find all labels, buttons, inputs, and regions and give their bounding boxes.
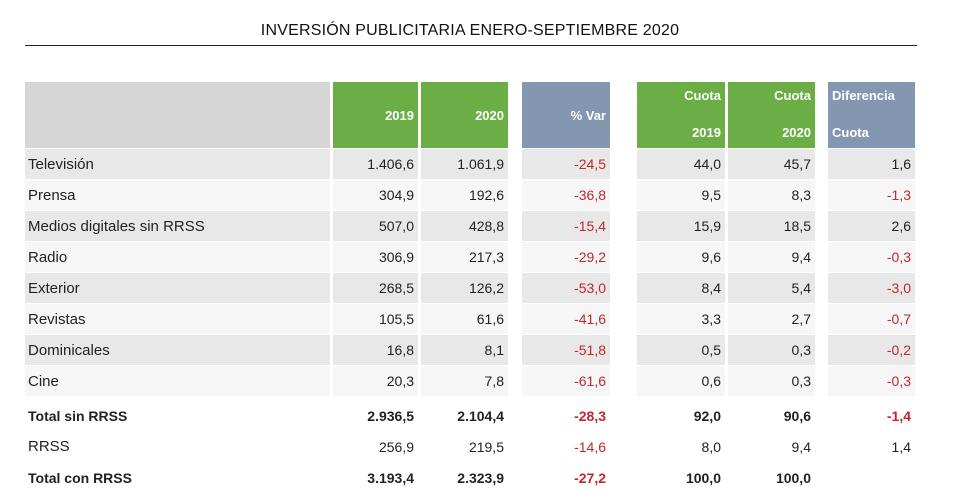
cell-c2019: 15,9 — [637, 211, 725, 241]
cell-var: -53,0 — [522, 273, 610, 303]
header-cuota-2019-line1: Cuota — [684, 88, 721, 103]
cell-c2020: 45,7 — [728, 149, 815, 179]
header-diferencia: Diferencia Cuota — [828, 82, 915, 148]
cell-v2019: 1.406,6 — [333, 149, 418, 179]
cell-v2020: 7,8 — [421, 366, 508, 396]
cell-dif: 2,6 — [828, 211, 915, 241]
cell-v2019: 256,9 — [378, 438, 414, 455]
cell-dif: -0,2 — [828, 335, 915, 365]
cell-var: -61,6 — [522, 366, 610, 396]
cell-c2019: 9,6 — [637, 242, 725, 272]
cell-dif: -1,3 — [828, 180, 915, 210]
cell-c2019: 9,5 — [637, 180, 725, 210]
header-cuota-2020-line1: Cuota — [774, 88, 811, 103]
cell-var: -15,4 — [522, 211, 610, 241]
cell-v2019: 105,5 — [333, 304, 418, 334]
row-label: RRSS — [28, 438, 70, 455]
cell-dif: -3,0 — [828, 273, 915, 303]
header-diferencia-line2: Cuota — [832, 125, 869, 140]
cell-v2020: 192,6 — [421, 180, 508, 210]
cell-v2019: 2.936,5 — [367, 407, 414, 424]
cell-v2020: 8,1 — [421, 335, 508, 365]
cell-c2019: 8,4 — [637, 273, 725, 303]
cell-v2019: 3.193,4 — [367, 469, 414, 486]
row-label: Exterior — [25, 273, 330, 303]
cell-c2019: 0,6 — [637, 366, 725, 396]
cell-dif: -0,7 — [828, 304, 915, 334]
cell-v2019: 507,0 — [333, 211, 418, 241]
cell-var: -41,6 — [522, 304, 610, 334]
cell-var: -51,8 — [522, 335, 610, 365]
cell-var: -36,8 — [522, 180, 610, 210]
row-label: Dominicales — [25, 335, 330, 365]
cell-c2020: 0,3 — [728, 366, 815, 396]
cell-var: -29,2 — [522, 242, 610, 272]
cell-c2020: 8,3 — [728, 180, 815, 210]
row-label: Cine — [25, 366, 330, 396]
header-cuota-2020-line2: 2020 — [782, 125, 811, 140]
row-label: Televisión — [25, 149, 330, 179]
cell-var: -14,6 — [574, 438, 606, 455]
header-cuota-2019: Cuota 2019 — [637, 82, 725, 148]
cell-c2020: 2,7 — [728, 304, 815, 334]
row-label: Radio — [25, 242, 330, 272]
header-label-cell — [25, 82, 330, 148]
cell-v2020: 61,6 — [421, 304, 508, 334]
title-divider — [25, 45, 917, 46]
cell-c2020: 5,4 — [728, 273, 815, 303]
cell-v2020: 219,5 — [468, 438, 504, 455]
row-label: Medios digitales sin RRSS — [25, 211, 330, 241]
cell-c2020: 18,5 — [728, 211, 815, 241]
row-label: Prensa — [25, 180, 330, 210]
cell-c2019: 100,0 — [685, 469, 721, 486]
cell-c2019: 8,0 — [701, 438, 721, 455]
cell-v2020: 1.061,9 — [421, 149, 508, 179]
header-cuota-2020: Cuota 2020 — [728, 82, 815, 148]
cell-v2019: 20,3 — [333, 366, 418, 396]
cell-c2020: 90,6 — [783, 407, 811, 424]
row-label: Total con RRSS — [28, 469, 132, 486]
cell-c2020: 9,4 — [791, 438, 811, 455]
cell-v2019: 16,8 — [333, 335, 418, 365]
cell-c2019: 44,0 — [637, 149, 725, 179]
cell-v2020: 126,2 — [421, 273, 508, 303]
cell-c2020: 100,0 — [775, 469, 811, 486]
header-2019: 2019 — [333, 82, 418, 148]
cell-v2020: 2.323,9 — [457, 469, 504, 486]
row-label: Revistas — [25, 304, 330, 334]
cell-dif: -0,3 — [828, 366, 915, 396]
cell-v2020: 2.104,4 — [457, 407, 504, 424]
cell-var: -27,2 — [574, 469, 606, 486]
cell-c2020: 0,3 — [728, 335, 815, 365]
cell-dif: -1,4 — [886, 407, 911, 424]
cell-v2019: 304,9 — [333, 180, 418, 210]
header-var: % Var — [522, 82, 610, 148]
header-cuota-2019-line2: 2019 — [692, 125, 721, 140]
cell-c2019: 0,5 — [637, 335, 725, 365]
cell-dif: -0,3 — [828, 242, 915, 272]
cell-c2019: 3,3 — [637, 304, 725, 334]
header-2020: 2020 — [421, 82, 508, 148]
cell-var: -28,3 — [574, 407, 606, 424]
cell-var: -24,5 — [522, 149, 610, 179]
cell-c2020: 9,4 — [728, 242, 815, 272]
cell-v2019: 268,5 — [333, 273, 418, 303]
cell-v2020: 428,8 — [421, 211, 508, 241]
cell-v2019: 306,9 — [333, 242, 418, 272]
cell-dif — [828, 462, 915, 493]
cell-dif: 1,4 — [891, 438, 911, 455]
cell-dif: 1,6 — [828, 149, 915, 179]
cell-c2019: 92,0 — [693, 407, 721, 424]
row-label: Total sin RRSS — [28, 407, 128, 424]
header-diferencia-line1: Diferencia — [832, 88, 895, 103]
cell-v2020: 217,3 — [421, 242, 508, 272]
page-title: INVERSIÓN PUBLICITARIA ENERO-SEPTIEMBRE … — [260, 22, 680, 39]
